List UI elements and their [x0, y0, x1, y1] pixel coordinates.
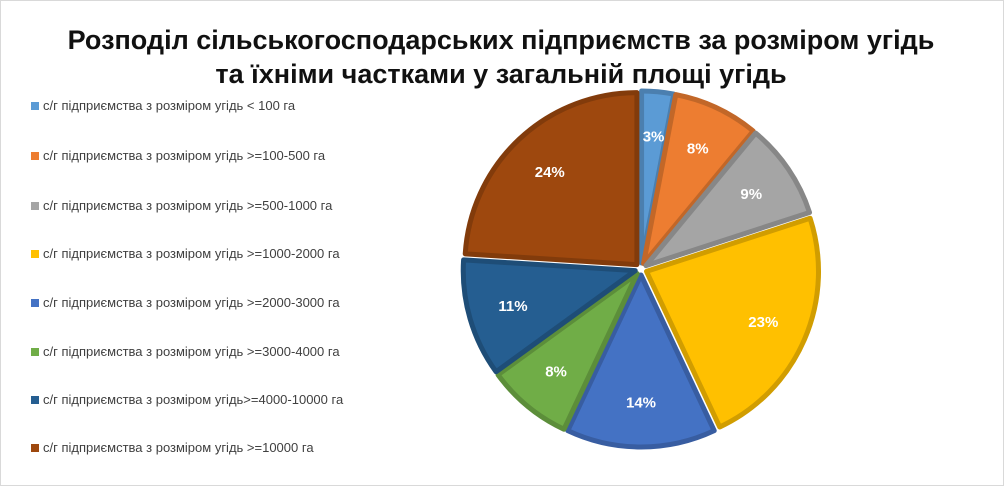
legend-label: с/г підприємства з розміром угідь >=500-…: [43, 198, 333, 213]
legend-label: с/г підприємства з розміром угідь < 100 …: [43, 98, 296, 113]
slice-label: 9%: [740, 186, 762, 203]
slice-label: 8%: [687, 140, 709, 157]
slice-label: 11%: [498, 298, 527, 315]
slice-label: 8%: [545, 364, 567, 381]
pie-slice: [460, 257, 638, 375]
legend-swatch: [31, 202, 39, 210]
legend-item: с/г підприємства з розміром угідь >=1000…: [31, 245, 401, 262]
pie-slice: [643, 130, 813, 269]
slice-label: 14%: [626, 394, 656, 411]
legend-item: с/г підприємства з розміром угідь >=1000…: [31, 439, 401, 456]
legend-item: с/г підприємства з розміром угідь >=2000…: [31, 294, 401, 311]
pie-slice: [495, 271, 640, 432]
legend-swatch: [31, 299, 39, 307]
legend-label: с/г підприємства з розміром угідь>=4000-…: [43, 392, 344, 407]
pie-slice: [644, 215, 822, 430]
pie-slice: [641, 92, 756, 267]
chart-title: Розподіл сільськогосподарських підприємс…: [67, 25, 935, 89]
pie-slice: [462, 90, 640, 268]
legend-item: с/г підприємства з розміром угідь < 100 …: [31, 97, 401, 114]
slice-label: 24%: [535, 164, 565, 181]
legend-label: с/г підприємства з розміром угідь >=3000…: [43, 344, 340, 359]
legend-swatch: [31, 152, 39, 160]
legend-swatch: [31, 250, 39, 258]
legend-item: с/г підприємства з розміром угідь>=4000-…: [31, 391, 401, 408]
legend-label: с/г підприємства з розміром угідь >=1000…: [43, 246, 340, 261]
legend-swatch: [31, 444, 39, 452]
legend-item: с/г підприємства з розміром угідь >=500-…: [31, 197, 401, 214]
legend-label: с/г підприємства з розміром угідь >=100-…: [43, 148, 326, 163]
legend-item: с/г підприємства з розміром угідь >=3000…: [31, 343, 401, 360]
legend-swatch: [31, 348, 39, 356]
slice-label: 3%: [643, 128, 665, 145]
legend-item: с/г підприємства з розміром угідь >=100-…: [31, 147, 401, 164]
legend-label: с/г підприємства з розміром угідь >=1000…: [43, 440, 314, 455]
legend-swatch: [31, 396, 39, 404]
pie-slice: [565, 272, 717, 450]
legend-swatch: [31, 102, 39, 110]
legend-label: с/г підприємства з розміром угідь >=2000…: [43, 295, 340, 310]
slice-label: 23%: [748, 314, 778, 331]
